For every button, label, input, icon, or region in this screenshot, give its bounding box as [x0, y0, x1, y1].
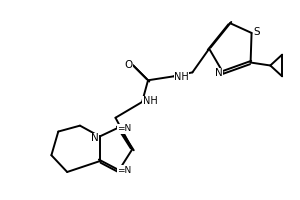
Text: =N: =N — [117, 124, 131, 133]
Text: =N: =N — [117, 166, 131, 175]
Text: O: O — [124, 60, 132, 70]
Text: S: S — [253, 27, 260, 37]
Text: N: N — [91, 133, 99, 143]
Text: NH: NH — [142, 96, 158, 106]
Text: NH: NH — [174, 72, 189, 82]
Text: N: N — [215, 68, 223, 78]
